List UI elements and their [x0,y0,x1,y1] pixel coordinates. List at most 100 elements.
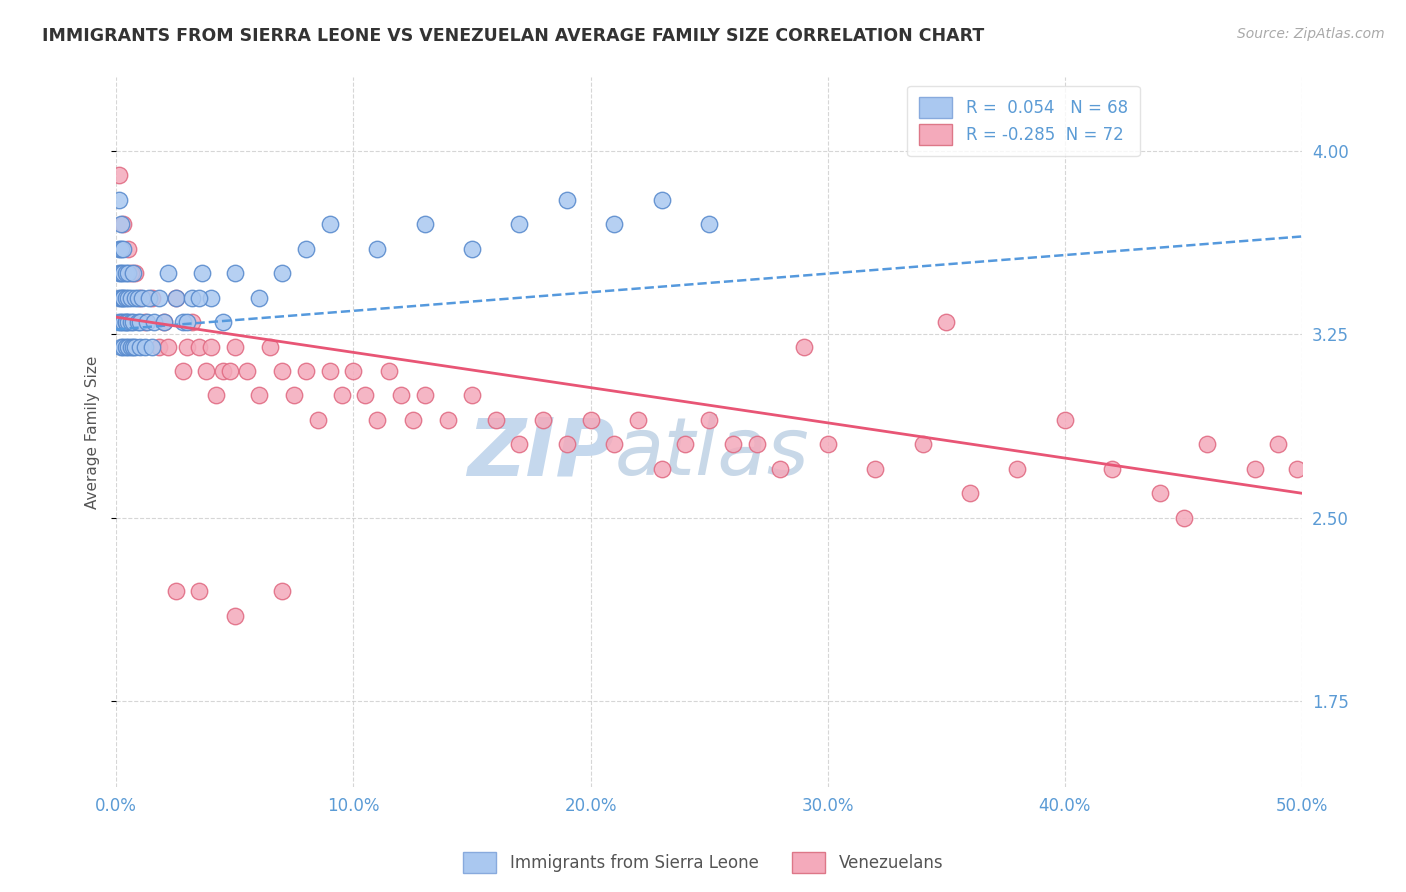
Point [627,413,650,427]
Point [697,217,720,231]
Point [437,413,460,427]
Point [271,584,294,599]
Point [508,437,530,451]
Point [190,266,212,280]
Point [112,291,135,305]
Point [124,291,146,305]
Point [793,339,815,353]
Point [117,291,139,305]
Point [1173,510,1195,524]
Point [110,339,132,353]
Point [148,339,170,353]
Point [555,437,578,451]
Legend: R =  0.054   N = 68, R = -0.285  N = 72: R = 0.054 N = 68, R = -0.285 N = 72 [907,86,1140,156]
Point [117,242,139,256]
Point [508,217,530,231]
Point [188,584,211,599]
Point [176,315,198,329]
Point [172,315,194,329]
Point [114,266,136,280]
Point [107,291,129,305]
Point [461,242,484,256]
Point [122,339,145,353]
Point [863,462,886,476]
Point [1053,413,1076,427]
Point [769,462,792,476]
Point [157,339,180,353]
Point [165,291,187,305]
Point [271,266,294,280]
Point [745,437,768,451]
Point [138,291,160,305]
Point [112,266,135,280]
Point [1149,486,1171,500]
Point [112,339,135,353]
Point [152,315,174,329]
Point [911,437,934,451]
Point [107,266,129,280]
Point [247,388,270,402]
Point [461,388,484,402]
Point [114,315,136,329]
Point [319,364,342,378]
Text: atlas: atlas [614,415,808,492]
Point [378,364,401,378]
Point [136,315,159,329]
Point [165,584,187,599]
Point [148,291,170,305]
Y-axis label: Average Family Size: Average Family Size [86,355,100,508]
Point [1101,462,1123,476]
Point [188,291,211,305]
Point [181,291,204,305]
Point [107,242,129,256]
Point [212,315,235,329]
Point [131,291,153,305]
Point [117,266,139,280]
Point [114,291,136,305]
Point [342,364,364,378]
Point [235,364,257,378]
Point [176,339,198,353]
Point [319,217,342,231]
Point [1286,462,1309,476]
Point [127,315,149,329]
Point [247,291,270,305]
Point [110,315,132,329]
Point [107,169,129,183]
Point [120,266,142,280]
Point [124,266,146,280]
Point [205,388,228,402]
Point [122,315,145,329]
Point [112,291,135,305]
Point [413,388,436,402]
Point [117,315,139,329]
Point [307,413,329,427]
Point [114,339,136,353]
Point [721,437,744,451]
Text: IMMIGRANTS FROM SIERRA LEONE VS VENEZUELAN AVERAGE FAMILY SIZE CORRELATION CHART: IMMIGRANTS FROM SIERRA LEONE VS VENEZUEL… [42,27,984,45]
Point [129,291,152,305]
Point [1007,462,1029,476]
Point [129,315,152,329]
Point [675,437,697,451]
Point [107,193,129,207]
Point [114,315,136,329]
Point [224,608,246,623]
Point [271,364,294,378]
Point [219,364,242,378]
Point [134,315,156,329]
Point [129,339,152,353]
Point [413,217,436,231]
Point [935,315,957,329]
Point [112,242,135,256]
Point [188,339,211,353]
Point [295,242,318,256]
Point [697,413,720,427]
Point [259,339,281,353]
Point [200,291,222,305]
Point [107,315,129,329]
Point [224,266,246,280]
Point [651,462,673,476]
Point [117,339,139,353]
Point [181,315,204,329]
